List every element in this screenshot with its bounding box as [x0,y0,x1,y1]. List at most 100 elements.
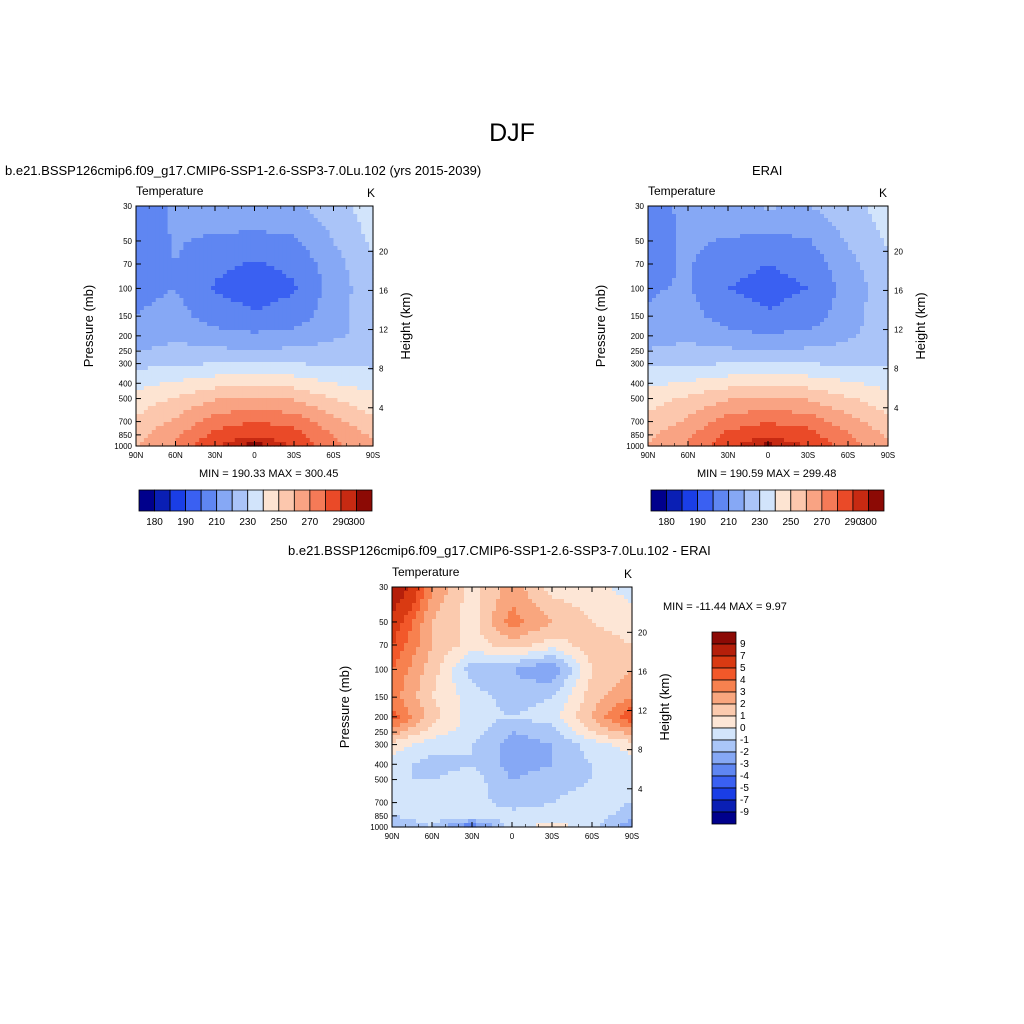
contour-cell [218,258,224,263]
contour-cell [840,242,845,247]
contour-cell [301,378,307,383]
contour-cell [800,234,805,239]
contour-cell [143,406,149,411]
contour-cell [337,266,342,271]
contour-cell [297,406,303,411]
contour-cell [728,246,733,251]
contour-cell [828,254,833,259]
contour-cell [266,218,271,223]
contour-cell [297,266,303,271]
contour-cell [776,222,781,227]
height-tick-label: 8 [379,365,384,374]
contour-cell [151,206,157,211]
contour-cell [337,218,342,223]
contour-cell [361,230,366,235]
contour-cell [868,210,873,215]
contour-cell [309,258,315,263]
contour-cell [258,398,263,403]
contour-cell [270,238,275,243]
contour-cell [238,318,244,323]
contour-cell [147,298,153,303]
contour-cell [262,274,267,279]
contour-cell [250,222,256,227]
contour-cell [139,290,145,295]
contour-cell [159,318,165,323]
contour-cell [167,374,173,379]
contour-cell [215,370,220,375]
contour-cell [684,230,689,235]
contour-cell [325,410,331,415]
contour-cell [143,430,149,435]
contour-cell [143,426,149,431]
contour-cell [369,322,374,327]
contour-cell [250,326,256,331]
contour-cell [325,386,331,391]
contour-cell [290,206,295,211]
contour-cell [258,226,263,231]
contour-cell [808,222,813,227]
contour-cell [728,222,733,227]
contour-cell [369,222,374,227]
x-tick-label: 30N [208,451,223,460]
contour-cell [317,234,323,239]
contour-cell [305,242,311,247]
contour-cell [242,266,248,271]
contour-cell [816,266,821,271]
contour-cell [222,318,228,323]
contour-cell [187,394,192,399]
contour-cell [211,362,216,367]
contour-cell [143,266,149,271]
contour-cell [207,294,212,299]
contour-cell [369,298,374,303]
contour-cell [868,262,873,267]
contour-cell [179,382,184,387]
contour-cell [652,266,657,271]
contour-cell [808,278,813,283]
contour-cell [361,346,366,351]
contour-cell [768,226,773,231]
contour-cell [167,330,173,335]
contour-cell [800,210,805,215]
contour-cell [325,402,331,407]
contour-cell [222,370,228,375]
contour-cell [262,282,267,287]
contour-cell [215,362,220,367]
contour-cell [309,282,315,287]
contour-cell [136,374,141,379]
contour-cell [664,230,669,235]
contour-cell [337,430,342,435]
contour-cell [234,434,240,439]
contour-cell [840,234,845,239]
contour-cell [684,214,689,219]
contour-cell [211,414,216,419]
contour-cell [179,266,184,271]
contour-cell [820,214,825,219]
contour-cell [317,266,323,271]
contour-cell [171,254,177,259]
colorbar-swatch [309,489,326,512]
contour-cell [848,274,853,279]
contour-cell [361,250,366,255]
contour-cell [700,242,705,247]
contour-cell [294,342,299,347]
contour-cell [772,230,777,235]
contour-cell [238,406,244,411]
contour-cell [365,398,370,403]
contour-cell [341,214,346,219]
contour-cell [151,258,157,263]
contour-cell [250,426,256,431]
contour-cell [139,226,145,231]
contour-cell [250,366,256,371]
contour-cell [222,242,228,247]
colorbar-swatch [356,489,373,512]
contour-cell [242,214,248,219]
contour-cell [776,206,781,211]
contour-cell [301,306,307,311]
contour-cell [234,402,240,407]
contour-cell [238,254,244,259]
contour-cell [175,302,181,307]
contour-cell [313,438,319,443]
contour-cell [720,282,725,287]
contour-cell [250,406,256,411]
contour-cell [155,302,161,307]
